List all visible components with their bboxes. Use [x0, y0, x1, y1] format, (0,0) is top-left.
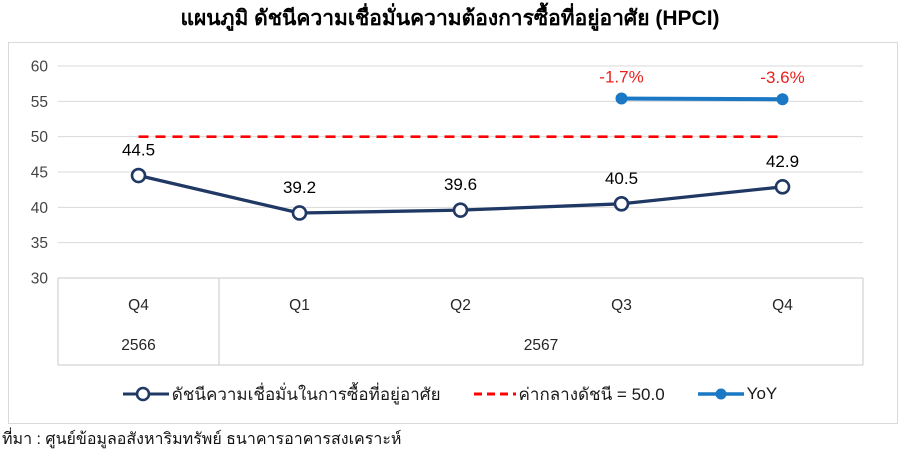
chart-title: แผนภูมิ ดัชนีความเชื่อมั่นความต้องการซื้…	[180, 7, 720, 30]
legend-label-yoy: YoY	[746, 384, 778, 403]
y-tick-label: 35	[31, 235, 48, 252]
legend-item-index: ดัชนีความเชื่อมั่นในการซื้อที่อยู่อาศัย	[122, 381, 441, 408]
y-axis-ticks: 30 35 40 45 50 55 60	[31, 59, 49, 288]
data-point-marker	[452, 202, 469, 218]
open-circle-line-icon	[122, 386, 169, 402]
year-label: 2566	[121, 337, 155, 354]
data-point-marker	[130, 167, 147, 184]
category-label: Q1	[289, 297, 310, 314]
data-point-marker	[615, 92, 628, 105]
legend-label-index: ดัชนีความเชื่อมั่นในการซื้อที่อยู่อาศัย	[171, 384, 441, 404]
data-point-marker	[776, 93, 789, 106]
data-label: -1.7%	[599, 68, 643, 87]
data-point-marker	[291, 205, 308, 221]
data-label: 39.6	[444, 175, 477, 194]
red-dashed-line-icon	[473, 392, 516, 396]
legend-item-midline: ค่ากลางดัชนี = 50.0	[473, 381, 665, 408]
legend-item-yoy: YoY	[697, 384, 778, 404]
chart-legend: ดัชนีความเชื่อมั่นในการซื้อที่อยู่อาศัย …	[0, 380, 900, 408]
data-label: 42.9	[766, 152, 799, 171]
y-tick-label: 55	[31, 94, 48, 111]
data-label: 40.5	[605, 169, 638, 188]
blue-dot-line-icon	[697, 388, 744, 400]
legend-label-midline: ค่ากลางดัชนี = 50.0	[518, 384, 665, 404]
y-tick-label: 30	[31, 271, 49, 288]
source-note: ที่มา : ศูนย์ข้อมูลอสังหาริมทรัพย์ ธนาคา…	[2, 431, 402, 448]
category-label: Q2	[450, 297, 471, 314]
y-tick-label: 60	[31, 59, 49, 76]
y-tick-label: 45	[31, 165, 48, 182]
data-point-marker	[774, 179, 791, 195]
category-axis-table: 2566 2567 Q4 Q1 Q2 Q3 Q4	[57, 277, 864, 366]
data-label: 44.5	[122, 141, 155, 160]
y-tick-label: 50	[31, 129, 49, 146]
category-label: Q4	[128, 297, 149, 314]
chart-outer-border	[8, 42, 898, 424]
category-label: Q4	[772, 297, 793, 314]
series-2: -1.7% -3.6%	[599, 68, 805, 106]
data-label: -3.6%	[760, 68, 804, 87]
year-label: 2567	[524, 337, 558, 354]
data-point-marker	[613, 196, 630, 212]
data-label: 39.2	[283, 178, 316, 197]
category-label: Q3	[611, 297, 632, 314]
gridlines	[58, 65, 863, 244]
series-0: 44.5 39.2 39.6 40.5 42.9	[122, 141, 799, 221]
y-tick-label: 40	[31, 200, 49, 217]
